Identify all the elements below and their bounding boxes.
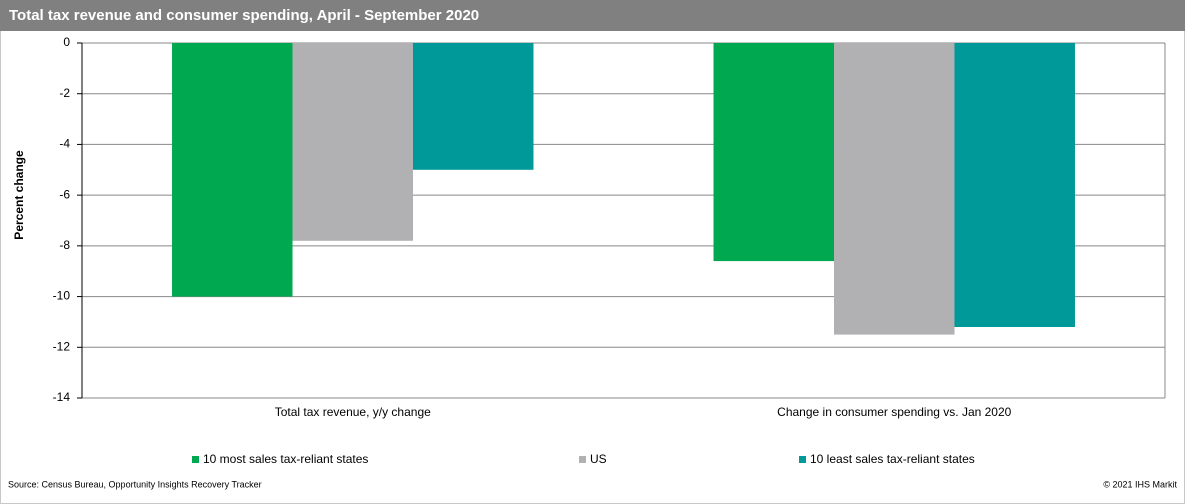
x-tick-label: Total tax revenue, y/y change bbox=[275, 405, 431, 419]
bar bbox=[834, 43, 955, 335]
copyright: © 2021 IHS Markit bbox=[1103, 479, 1177, 489]
y-tick-label: -2 bbox=[59, 86, 70, 100]
bar bbox=[292, 43, 413, 241]
y-tick-label: 0 bbox=[63, 35, 70, 49]
y-axis-label: Percent change bbox=[12, 150, 26, 240]
legend-label: 10 most sales tax-reliant states bbox=[203, 452, 368, 466]
y-tick-label: -14 bbox=[53, 390, 71, 404]
bar bbox=[412, 43, 534, 170]
y-tick-label: -6 bbox=[59, 187, 70, 201]
title-bar bbox=[0, 0, 1185, 31]
legend-marker bbox=[579, 456, 586, 463]
y-tick-label: -12 bbox=[53, 339, 71, 353]
source: Source: Census Bureau, Opportunity Insig… bbox=[8, 479, 262, 489]
legend-marker bbox=[799, 456, 806, 463]
legend-label: US bbox=[590, 452, 607, 466]
legend-label: 10 least sales tax-reliant states bbox=[810, 452, 975, 466]
y-tick-label: -10 bbox=[53, 289, 71, 303]
bar bbox=[954, 43, 1075, 327]
y-tick-label: -8 bbox=[59, 238, 70, 252]
legend-marker bbox=[192, 456, 199, 463]
chart-title: Total tax revenue and consumer spending,… bbox=[9, 7, 479, 24]
bar bbox=[172, 43, 293, 297]
x-tick-label: Change in consumer spending vs. Jan 2020 bbox=[777, 405, 1011, 419]
bar bbox=[713, 43, 835, 262]
y-tick-label: -4 bbox=[59, 137, 70, 151]
